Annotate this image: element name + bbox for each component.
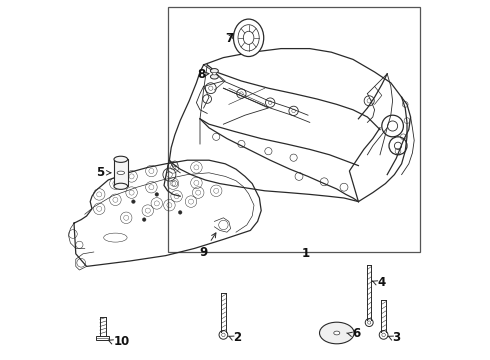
Circle shape (382, 333, 385, 337)
Text: 8: 8 (197, 68, 209, 81)
Text: 10: 10 (113, 335, 129, 348)
Circle shape (178, 211, 182, 214)
Text: 1: 1 (302, 247, 310, 260)
Circle shape (132, 200, 135, 203)
Circle shape (221, 333, 225, 337)
Bar (114, 159, 127, 186)
Ellipse shape (114, 156, 127, 162)
Text: 3: 3 (392, 331, 401, 344)
Ellipse shape (114, 183, 127, 189)
Circle shape (368, 321, 371, 324)
Text: 7: 7 (225, 32, 234, 45)
Text: 6: 6 (352, 327, 360, 340)
Ellipse shape (117, 171, 124, 175)
Ellipse shape (244, 31, 254, 44)
Ellipse shape (213, 73, 217, 75)
Circle shape (379, 330, 388, 339)
Bar (168, 7, 419, 252)
Text: 5: 5 (96, 166, 111, 179)
Circle shape (365, 319, 373, 327)
Text: 9: 9 (199, 233, 216, 258)
Circle shape (219, 330, 228, 339)
Text: 4: 4 (377, 276, 385, 289)
Text: 2: 2 (233, 331, 242, 344)
Circle shape (143, 218, 146, 221)
Bar (97, 336, 109, 340)
Circle shape (155, 193, 159, 196)
Ellipse shape (334, 331, 340, 335)
Ellipse shape (238, 25, 259, 51)
Ellipse shape (233, 19, 264, 57)
Ellipse shape (210, 75, 219, 79)
Ellipse shape (210, 68, 219, 73)
Ellipse shape (319, 322, 354, 344)
